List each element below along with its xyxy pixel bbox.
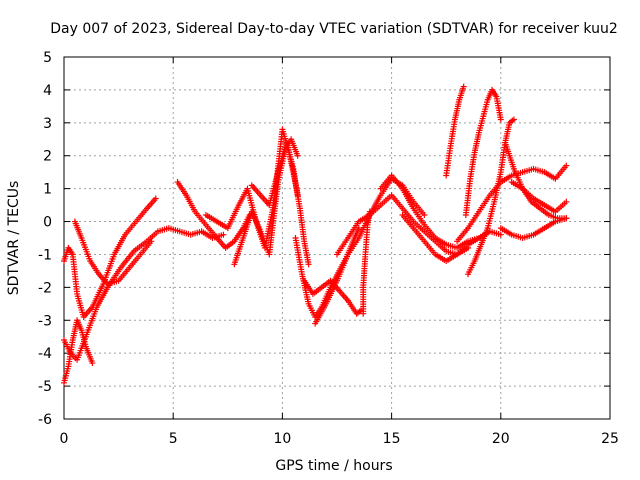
- chart-title: Day 007 of 2023, Sidereal Day-to-day VTE…: [50, 21, 618, 37]
- y-tick-label: 1: [43, 182, 52, 198]
- y-tick-label: -3: [38, 313, 52, 329]
- x-tick-label: 20: [492, 431, 510, 447]
- data-point: [510, 116, 517, 123]
- y-axis-label: SDTVAR / TECUs: [6, 181, 22, 296]
- data-point: [497, 116, 504, 123]
- series-sat-v: [508, 179, 570, 215]
- data-point: [421, 211, 428, 218]
- series-sat-u: [497, 215, 570, 241]
- data-point: [294, 152, 301, 159]
- data-point: [152, 195, 159, 202]
- y-tick-label: 2: [43, 149, 52, 165]
- tick-layer: 0 5 10 15 20 25 -6 -5 -4 -3 -2 -1 0 1 2 3 4 5: [38, 50, 619, 447]
- x-tick-label: 25: [601, 431, 619, 447]
- x-axis-label: GPS time / hours: [275, 458, 392, 474]
- series-sat-m: [360, 208, 373, 317]
- plot-frame: [63, 56, 611, 420]
- data-point: [220, 231, 227, 238]
- y-tick-label: -6: [38, 412, 52, 428]
- x-tick-label: 15: [383, 431, 401, 447]
- series-sat-q: [462, 86, 504, 218]
- series-sat-b: [61, 195, 159, 320]
- data-point: [563, 198, 570, 205]
- data-layer: [61, 83, 570, 386]
- x-tick-label: 5: [169, 431, 178, 447]
- y-tick-label: -4: [38, 346, 52, 362]
- grid-layer: [64, 57, 610, 419]
- data-point: [497, 231, 504, 238]
- y-tick-label: 3: [43, 116, 52, 132]
- y-tick-label: -2: [38, 280, 52, 296]
- data-point: [486, 228, 493, 235]
- data-point: [148, 238, 155, 245]
- x-tick-label: 10: [273, 431, 291, 447]
- x-tick-label: 0: [60, 431, 69, 447]
- series-sat-s: [454, 162, 570, 245]
- series-sat-p: [443, 83, 467, 179]
- y-tick-label: 5: [43, 50, 52, 66]
- series-sat-d: [71, 218, 155, 288]
- series-sat-h: [248, 136, 301, 209]
- y-tick-label: 4: [43, 83, 52, 99]
- series-sat-c: [61, 317, 96, 386]
- data-point: [563, 162, 570, 169]
- data-point: [305, 261, 312, 268]
- y-tick-label: -1: [38, 247, 52, 263]
- data-point: [366, 208, 373, 215]
- y-tick-label: 0: [43, 215, 52, 231]
- series-sat-o: [399, 211, 493, 265]
- data-point: [460, 83, 467, 90]
- data-point: [563, 215, 570, 222]
- series-sat-e: [174, 179, 253, 251]
- data-point: [89, 360, 96, 367]
- series-sat-j: [301, 277, 365, 317]
- y-tick-label: -5: [38, 379, 52, 395]
